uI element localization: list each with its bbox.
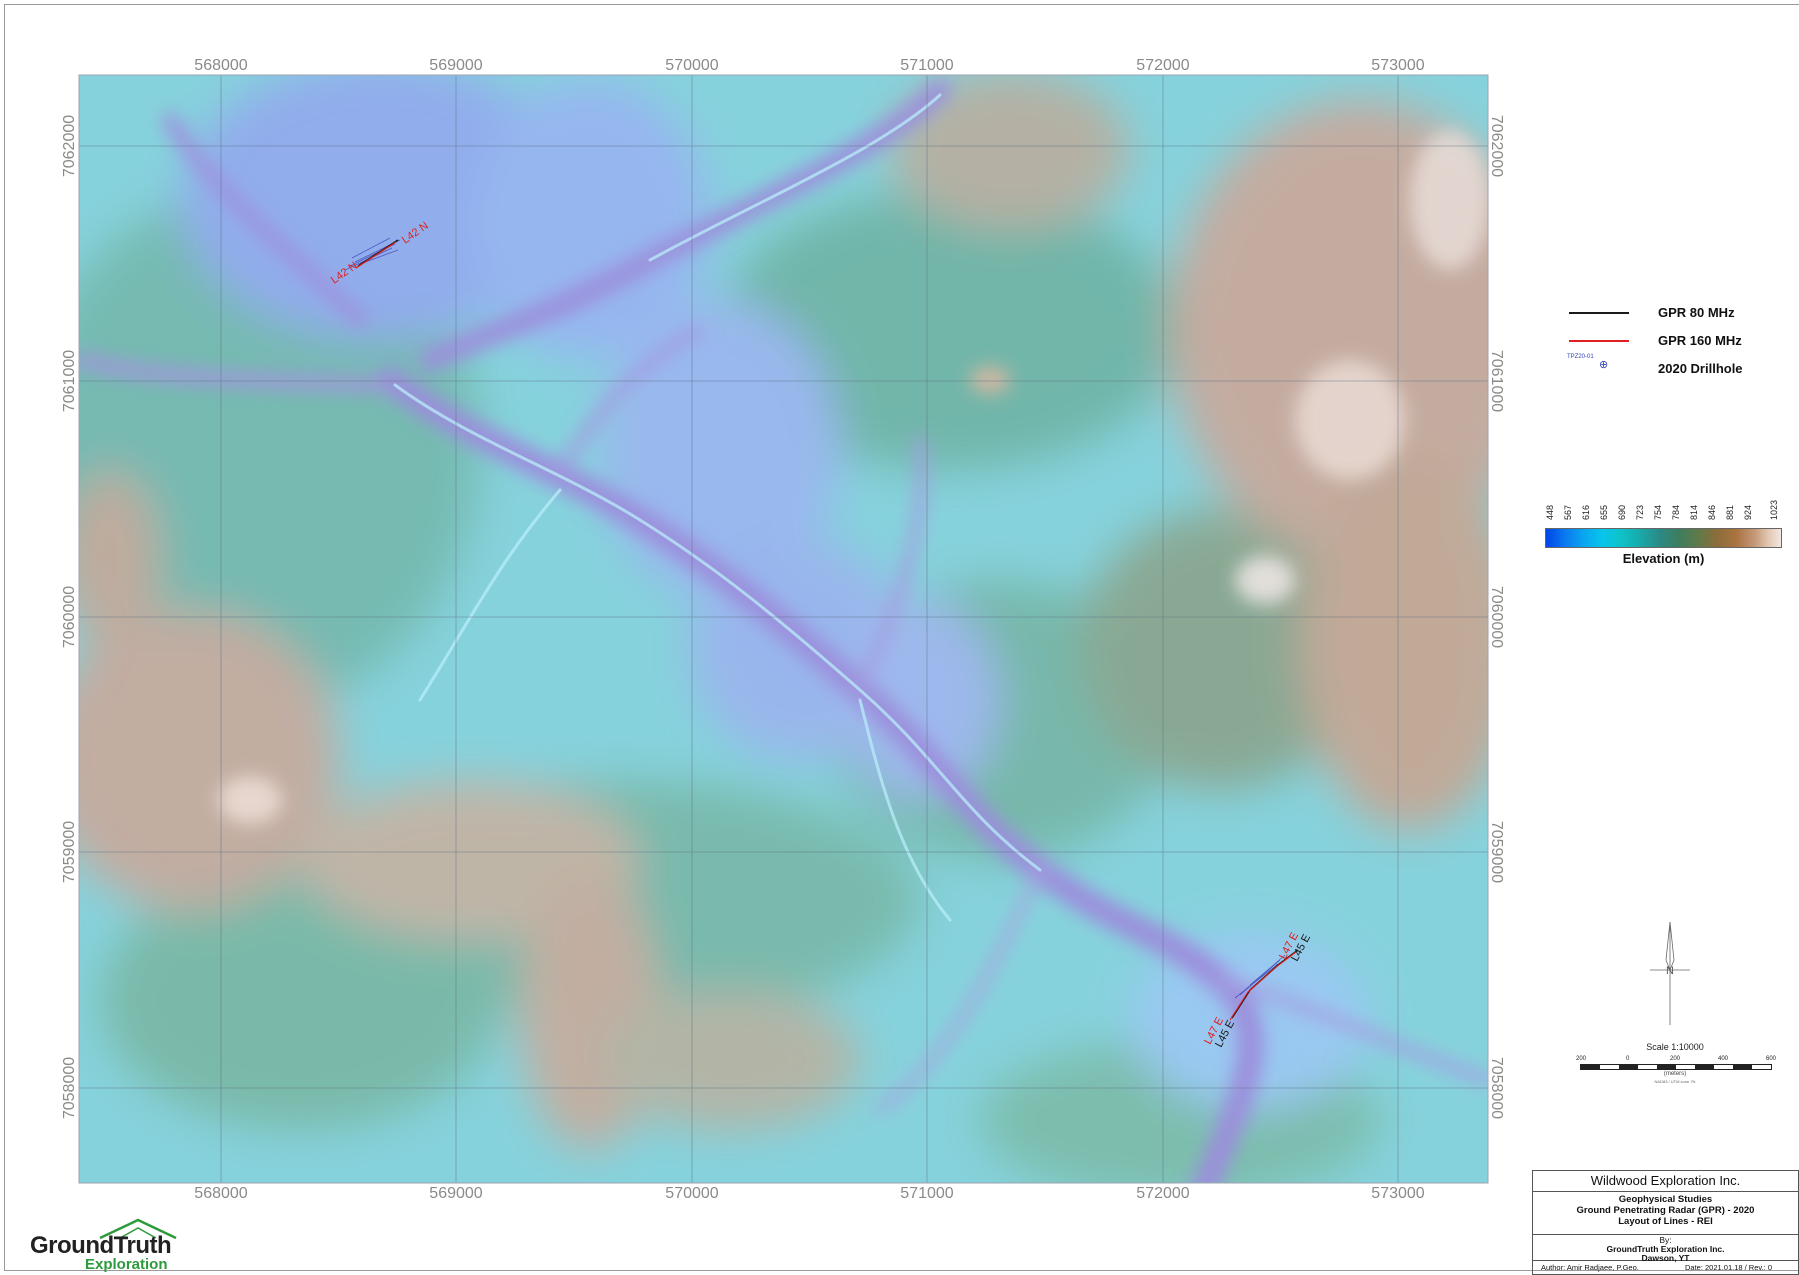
map-frame	[4, 4, 1799, 1271]
scale-units: (meters)	[1663, 1071, 1687, 1077]
by-location: Dawson, YT	[1641, 1253, 1690, 1263]
legend-label: 2020 Drillhole	[1658, 361, 1743, 376]
scale-bar-graphic	[1580, 1064, 1772, 1070]
y-tick-label: 7062000	[61, 114, 78, 178]
y-tick-label: 7061000	[61, 349, 78, 413]
terrain-layer	[79, 75, 1488, 1183]
colorbar-value: 754	[1653, 504, 1663, 520]
legend-label: GPR 160 MHz	[1658, 333, 1742, 348]
colorbar-value: 616	[1581, 504, 1591, 520]
legend-item-gpr-80: GPR 80 MHz	[1555, 300, 1785, 328]
project-line-1: Geophysical Studies	[1618, 1194, 1713, 1205]
title-block-footer: Author: Amir Radjaee, P.Geo. Date: 2021.…	[1533, 1261, 1798, 1275]
x-tick-label: 570000	[665, 57, 719, 74]
x-tick-label: 573000	[1371, 1185, 1425, 1202]
y-tick-label: 7061000	[1488, 349, 1505, 413]
drillhole-symbol-icon: ⊕	[1599, 359, 1609, 371]
scale-mark: 600	[1766, 1056, 1777, 1062]
north-label: N	[1666, 965, 1674, 977]
colorbar-value: 1023	[1769, 499, 1779, 520]
map-legend: GPR 80 MHz GPR 160 MHz TPZ20-01 ⊕ 2020 D…	[1555, 300, 1785, 384]
y-tick-label: 7058000	[1488, 1056, 1505, 1120]
elevation-colorbar: 448 567 616 655 690 723 754 784 814 846 …	[1545, 499, 1785, 566]
colorbar-value: 881	[1725, 504, 1735, 520]
scale-mark: 0	[1626, 1056, 1630, 1062]
colorbar-value: 567	[1563, 504, 1573, 520]
scale-title: Scale 1:10000	[1646, 1042, 1704, 1052]
x-tick-label: 569000	[429, 1185, 483, 1202]
x-tick-label: 571000	[900, 57, 954, 74]
mountain-logo-icon	[99, 1218, 177, 1240]
scale-mark: 200	[1670, 1056, 1681, 1062]
legend-item-gpr-160: GPR 160 MHz	[1555, 328, 1785, 356]
black-line-icon	[1569, 312, 1629, 314]
colorbar-value: 846	[1707, 504, 1717, 520]
coordinate-grid	[79, 75, 1488, 1183]
x-tick-label: 569000	[429, 57, 483, 74]
legend-item-drillhole: TPZ20-01 ⊕ 2020 Drillhole	[1555, 354, 1785, 384]
project-line-3: Layout of Lines - REI	[1618, 1216, 1713, 1227]
y-tick-label: 7059000	[61, 820, 78, 884]
x-tick-label: 568000	[194, 1185, 248, 1202]
colorbar-value: 448	[1545, 504, 1555, 520]
x-tick-label: 571000	[900, 1185, 954, 1202]
colorbar-value: 814	[1689, 504, 1699, 520]
colorbar-ramp	[1545, 528, 1782, 548]
client-company: Wildwood Exploration Inc.	[1533, 1171, 1798, 1192]
project-description: Geophysical Studies Ground Penetrating R…	[1533, 1192, 1798, 1235]
colorbar-value: 924	[1743, 504, 1753, 520]
prepared-by: By: GroundTruth Exploration Inc. Dawson,…	[1533, 1235, 1798, 1263]
date-revision: Date: 2021.01.18 / Rev.: 0	[1685, 1263, 1773, 1272]
y-tick-label: 7060000	[61, 585, 78, 649]
colorbar-labels: 448 567 616 655 690 723 754 784 814 846 …	[1545, 499, 1785, 524]
groundtruth-logo: GroundTruth Exploration	[30, 1218, 200, 1273]
red-line-icon	[1569, 340, 1629, 342]
x-tick-label: 573000	[1371, 57, 1425, 74]
drillhole-sample-label: TPZ20-01	[1567, 354, 1594, 360]
logo-word-groundtruth: GroundTruth	[30, 1232, 172, 1259]
x-tick-label: 570000	[665, 1185, 719, 1202]
colorbar-title: Elevation (m)	[1622, 551, 1705, 566]
colorbar-value: 655	[1599, 504, 1609, 520]
scale-mark: 400	[1718, 1056, 1729, 1062]
y-tick-label: 7060000	[1488, 585, 1505, 649]
by-label: By:	[1659, 1235, 1672, 1245]
colorbar-value: 690	[1617, 504, 1627, 520]
author: Author: Amir Radjaee, P.Geo.	[1541, 1263, 1639, 1272]
logo-word-exploration: Exploration	[85, 1256, 168, 1273]
legend-label: GPR 80 MHz	[1658, 305, 1735, 320]
scale-mark: 200	[1576, 1056, 1587, 1062]
y-tick-label: 7058000	[61, 1056, 78, 1120]
y-tick-label: 7059000	[1488, 820, 1505, 884]
x-tick-label: 572000	[1136, 57, 1190, 74]
title-block: Wildwood Exploration Inc. Geophysical St…	[1532, 1170, 1799, 1275]
north-arrow-icon: N	[1650, 921, 1690, 1025]
y-tick-label: 7062000	[1488, 114, 1505, 178]
x-tick-label: 568000	[194, 57, 248, 74]
colorbar-value: 784	[1671, 504, 1681, 520]
x-tick-label: 572000	[1136, 1185, 1190, 1202]
by-company: GroundTruth Exploration Inc.	[1606, 1244, 1725, 1254]
scale-projection: NAD83 / UTM zone 7N	[1654, 1079, 1696, 1084]
colorbar-value: 723	[1635, 504, 1645, 520]
project-line-2: Ground Penetrating Radar (GPR) - 2020	[1576, 1205, 1755, 1216]
